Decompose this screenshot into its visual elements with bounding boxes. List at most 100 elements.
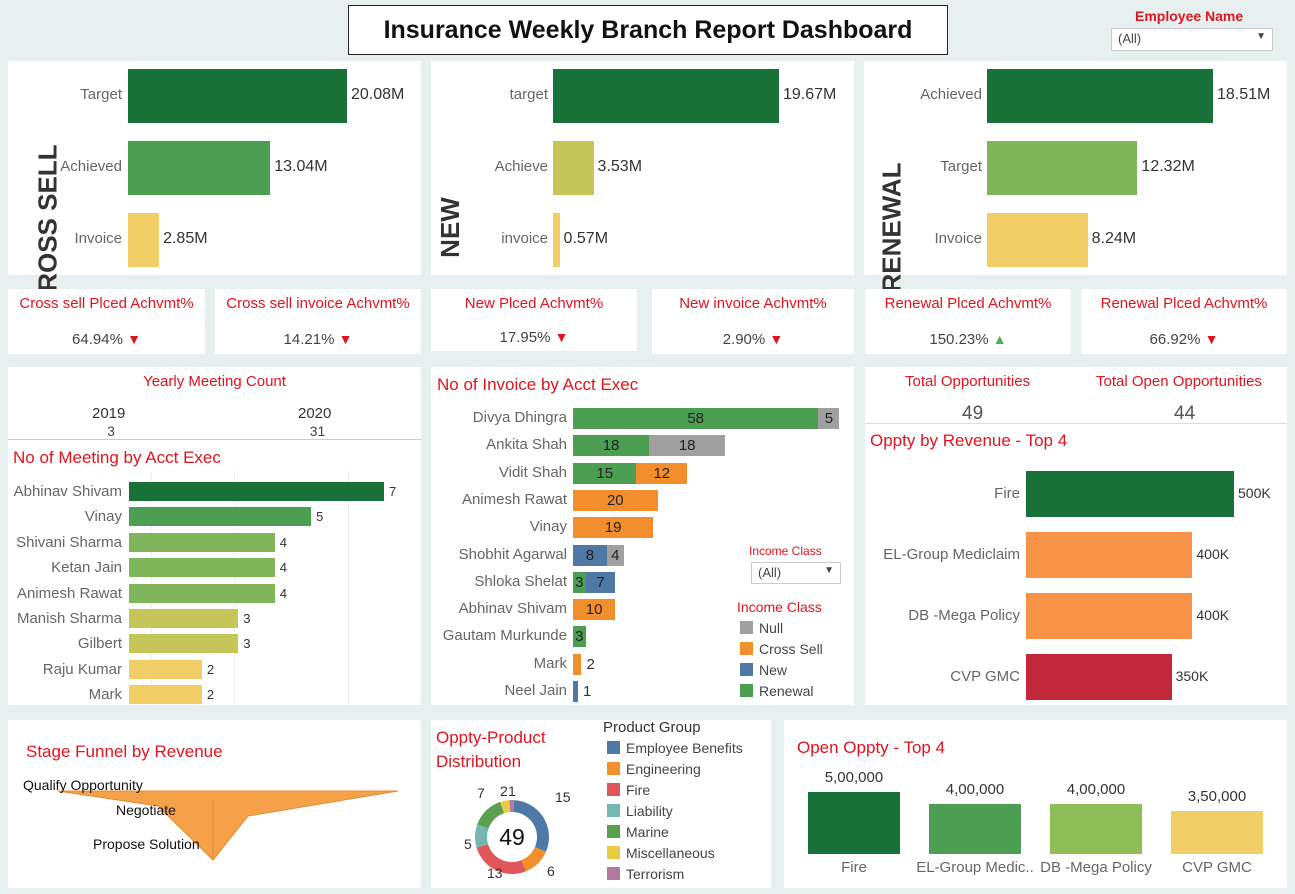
bar-category-label: Vidit Shah xyxy=(498,463,567,481)
donut-slice xyxy=(513,800,549,852)
bar-value-label: 2 xyxy=(206,687,215,703)
kpi-card: Renewal Plced Achvmt% 150.23% ▲ xyxy=(865,289,1071,354)
bar xyxy=(129,685,202,705)
bar-segment xyxy=(649,435,726,457)
renewal-panel: RENEWAL Achieved 18.51M Target 12.32M Invoic… xyxy=(864,61,1287,293)
donut-center-total: 49 xyxy=(499,824,525,850)
kpi-value: 64.94% ▼ xyxy=(72,331,141,348)
income-class-filter-value: (All) xyxy=(758,565,782,580)
bar-value-label: 3.53M xyxy=(597,158,643,175)
legend-label: Terrorism xyxy=(626,866,685,882)
employee-filter-value: (All) xyxy=(1118,31,1142,46)
dashboard-title: Insurance Weekly Branch Report Dashboard xyxy=(348,5,948,55)
yearly-meeting-title: Yearly Meeting Count xyxy=(143,373,286,390)
bar-segment-label: 18 xyxy=(678,437,696,455)
donut-slice xyxy=(477,801,505,829)
legend-swatch xyxy=(607,825,620,838)
legend-label: Engineering xyxy=(626,761,701,777)
product-distribution-title: Oppty-Product xyxy=(436,728,546,747)
meetings-by-exec-title: No of Meeting by Acct Exec xyxy=(13,448,221,467)
kpi-card: New invoice Achvmt% 2.90% ▼ xyxy=(652,289,854,354)
bar-value-label: 8.24M xyxy=(1091,230,1137,247)
renewal-chart: Achieved 18.51M Target 12.32M Invoice 8.24M xyxy=(864,61,1287,275)
bar-segment-label: 18 xyxy=(602,437,620,455)
kpi-title: Renewal Plced Achvmt% xyxy=(884,295,1052,312)
bar-segment xyxy=(573,462,637,484)
bar-category-label: Achieved xyxy=(60,158,122,175)
bar xyxy=(129,634,239,654)
donut-slice-label: 15 xyxy=(555,789,571,805)
bar xyxy=(553,141,594,195)
legend-item: Miscellaneous xyxy=(607,845,715,861)
meetings-by-exec-chart: Abhinav Shivam 7 Vinay 5 Shivani Sharma 4 Keta… xyxy=(8,471,421,705)
bar xyxy=(128,141,271,195)
donut-slice-label: 7 xyxy=(477,785,485,801)
kpi-card: Cross sell invoice Achvmt% 14.21% ▼ xyxy=(215,289,421,354)
legend-label: Liability xyxy=(626,803,673,819)
bar-category-label: Vinay xyxy=(529,518,567,536)
total-open-opportunities-value: 44 xyxy=(1174,403,1196,424)
bar-segment xyxy=(573,408,819,429)
product-donut-chart: 15 6 13 5 7 2 1 49 xyxy=(464,783,571,881)
bar xyxy=(987,69,1213,123)
bar-category-label: Neel Jain xyxy=(504,682,567,699)
stage-funnel-panel: Stage Funnel by Revenue Qualify Opportun… xyxy=(8,720,421,888)
bar-segment-label: 7 xyxy=(596,573,605,591)
bar xyxy=(128,69,347,123)
legend-swatch xyxy=(607,741,620,754)
legend-swatch xyxy=(740,663,753,676)
bar-category-label: Vinay xyxy=(84,508,122,526)
kpi-card: Cross sell Plced Achvmt% 64.94% ▼ xyxy=(8,289,205,354)
bar-category-label: Achieved xyxy=(920,86,982,103)
bar xyxy=(129,482,384,501)
employee-filter-select[interactable]: (All) ▼ xyxy=(1111,28,1273,51)
bar xyxy=(987,213,1088,267)
kpi-card: New Plced Achvmt% 17.95% ▼ xyxy=(431,289,637,351)
bar-value-label: 5,00,000 xyxy=(824,769,884,786)
stage-funnel-title: Stage Funnel by Revenue xyxy=(26,742,223,761)
bar xyxy=(129,558,275,578)
opportunities-panel: Total Opportunities Total Open Opportuni… xyxy=(865,367,1287,705)
bar-value-label: 350K xyxy=(1175,668,1209,684)
bar xyxy=(128,213,160,267)
bar-value-label: 400K xyxy=(1196,607,1230,623)
legend-item: Employee Benefits xyxy=(607,740,743,756)
donut-slice-label: 2 xyxy=(500,783,508,799)
bar-segment xyxy=(573,489,658,511)
bar xyxy=(808,792,900,854)
bar-value-label: 12.32M xyxy=(1141,158,1195,175)
donut-slice xyxy=(475,824,489,848)
legend-item: Null xyxy=(740,620,783,636)
invoice-panel: No of Invoice by Acct Exec Divya Dhingra… xyxy=(431,367,854,705)
legend-item: Engineering xyxy=(607,761,701,777)
legend-item: Liability xyxy=(607,803,673,819)
bar-category-label: Fire xyxy=(994,485,1020,502)
legend-label: Miscellaneous xyxy=(626,845,715,861)
bar xyxy=(1026,471,1234,517)
income-class-filter-select[interactable]: (All) ▼ xyxy=(751,562,841,584)
bar-segment-label: 10 xyxy=(585,601,603,619)
bar-value-label: 3 xyxy=(243,611,251,626)
bar xyxy=(129,507,312,527)
product-distribution-title-2: Distribution xyxy=(436,752,522,771)
bar-value-label: 7 xyxy=(389,484,397,499)
open-oppty-chart: 5,00,000 Fire 4,00,000 EL-Group Medic.. 4,00… xyxy=(784,720,1287,888)
kpi-title: Cross sell Plced Achvmt% xyxy=(19,295,194,312)
bar-category-label: Gilbert xyxy=(77,635,122,653)
bar-value-label: 4 xyxy=(279,560,287,576)
bar xyxy=(1026,654,1172,700)
bar xyxy=(1171,810,1263,854)
bar-value-label: 2 xyxy=(206,661,215,677)
donut-slice xyxy=(521,846,546,872)
bar-value-label: 400K xyxy=(1196,546,1230,562)
legend-item: Marine xyxy=(607,824,669,840)
bar-value-label: 4 xyxy=(279,534,287,550)
kpi-value: 17.95% ▼ xyxy=(499,329,569,346)
bar-value-label: 4,00,000 xyxy=(945,781,1005,799)
new-panel: NEW target 19.67M Achieve 3.53M invoice 0.57M xyxy=(431,61,854,275)
legend-label: Marine xyxy=(626,824,669,840)
bar-segment-label: 5 xyxy=(824,410,834,427)
meetings-panel: Yearly Meeting Count 2019 2020 3 31 No o… xyxy=(8,367,421,705)
divider xyxy=(8,439,421,440)
funnel-stage-label: Qualify Opportunity xyxy=(23,777,143,793)
